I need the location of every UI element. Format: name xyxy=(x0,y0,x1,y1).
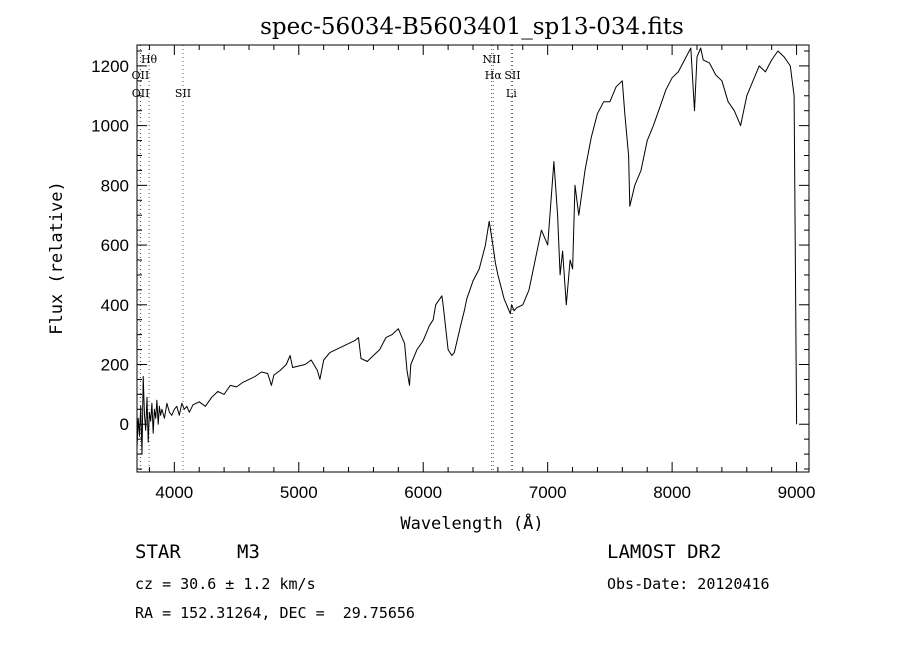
spectrum-line xyxy=(136,47,798,455)
x-tick-label: 4000 xyxy=(155,483,193,502)
spectral-line-label: Hα xyxy=(485,69,503,82)
x-tick-label: 8000 xyxy=(653,483,691,502)
axis-ticks: 4000 5000 6000 7000 8000 9000 0 200 400 600 800 100… xyxy=(91,45,815,502)
redshift-velocity: cz = 30.6 ± 1.2 km/s xyxy=(135,575,316,593)
survey-name: LAMOST DR2 xyxy=(607,541,722,563)
y-tick-label: 400 xyxy=(101,296,129,315)
y-tick-label: 0 xyxy=(120,415,129,434)
y-tick-label: 1200 xyxy=(91,57,129,76)
plot-frame xyxy=(136,44,810,473)
y-axis-label: Flux (relative) xyxy=(47,181,67,335)
object-subclass: M3 xyxy=(237,541,260,563)
y-tick-label: 800 xyxy=(101,176,129,195)
spectral-line-label: SII xyxy=(504,69,520,82)
observation-date: Obs-Date: 20120416 xyxy=(607,575,770,593)
x-tick-label: 5000 xyxy=(280,483,318,502)
y-tick-label: 600 xyxy=(101,236,129,255)
x-tick-label: 6000 xyxy=(404,483,442,502)
object-type: STAR xyxy=(135,541,181,563)
spectrum-line-layer xyxy=(136,47,798,455)
spectral-line-label: NII xyxy=(482,53,500,66)
x-axis-label: Wavelength (Å) xyxy=(400,512,543,534)
spectral-line-label: Li xyxy=(506,87,517,100)
x-tick-label: 7000 xyxy=(529,483,567,502)
spectral-line-label: Hθ xyxy=(141,53,158,66)
y-tick-label: 1000 xyxy=(91,117,129,136)
spectral-line-label: OII xyxy=(132,69,150,82)
y-tick-label: 200 xyxy=(101,356,129,375)
x-tick-label: 9000 xyxy=(778,483,816,502)
spectral-line-label: SII xyxy=(175,87,191,100)
sky-coordinates: RA = 152.31264, DEC = 29.75656 xyxy=(135,604,415,622)
chart-title: spec-56034-B5603401_sp13-034.fits xyxy=(260,14,684,40)
spectral-line-label: OII xyxy=(132,87,150,100)
